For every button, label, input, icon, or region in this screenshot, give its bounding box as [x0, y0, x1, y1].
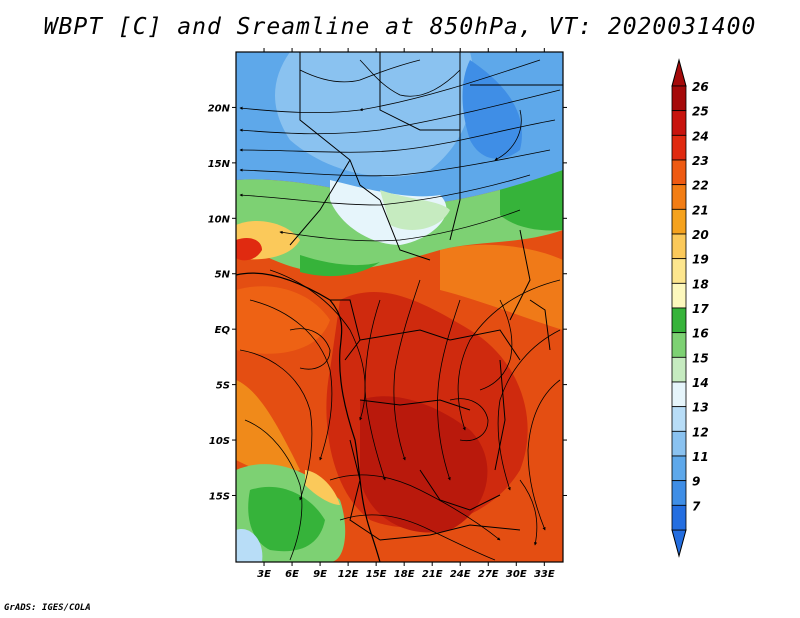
colorbar-swatch	[671, 480, 687, 506]
colorbar-label: 20	[692, 228, 709, 242]
wbpt-sw-13	[236, 529, 263, 562]
colorbar-swatch	[671, 504, 687, 531]
wbpt-patch-21	[236, 380, 300, 475]
colorbar-label: 14	[692, 376, 709, 390]
lat-tick-label: 10S	[209, 436, 230, 447]
wbpt-sahel-15	[380, 190, 450, 230]
lon-tick-label: 6E	[285, 569, 299, 580]
colorbar-label: 15	[692, 351, 709, 365]
colorbar-label: 25	[692, 105, 709, 119]
colorbar-swatch	[671, 307, 687, 334]
lat-tick-label: 10N	[208, 214, 231, 225]
wbpt-patch-22	[440, 244, 563, 330]
colorbar-label: 11	[692, 450, 709, 464]
map-frame	[235, 51, 564, 563]
colorbar-label: 13	[692, 401, 709, 415]
colorbar-swatch	[671, 356, 687, 383]
colorbar-label: 7	[692, 499, 701, 513]
lon-tick-label: 12E	[338, 569, 359, 580]
lat-tick-label: 5S	[216, 381, 230, 392]
lat-tick-label: EQ	[215, 325, 231, 336]
lat-tick-label: 15S	[209, 491, 230, 502]
longitude-axis: 3E 6E 9E 12E 15E 18E 21E 24E 27E 30E 33E	[257, 48, 555, 580]
lon-tick-label: 21E	[422, 569, 443, 580]
colorbar-label: 19	[692, 253, 709, 267]
latitude-axis: 20N 15N 10N 5N EQ 5S 10S 15S	[208, 103, 567, 502]
lon-tick-label: 30E	[506, 569, 527, 580]
colorbar-swatch	[671, 430, 687, 457]
lon-tick-label: 27E	[478, 569, 499, 580]
colorbar-swatch	[671, 110, 687, 136]
colorbar-swatch	[671, 233, 687, 260]
colorbar-label: 24	[692, 129, 709, 143]
lon-tick-label: 33E	[534, 569, 555, 580]
lon-tick-label: 15E	[366, 569, 387, 580]
lon-tick-label: 3E	[257, 569, 271, 580]
colorbar: 26 25 24 23 22 21 20 19 18 17 16 15 14 13 12 11 9 7	[671, 58, 709, 558]
colorbar-swatch	[671, 332, 687, 358]
lon-tick-label: 18E	[394, 569, 415, 580]
colorbar-label: 16	[692, 327, 709, 341]
colorbar-swatch	[671, 184, 687, 210]
country-borders	[289, 52, 563, 541]
lon-tick-label: 24E	[450, 569, 471, 580]
colorbar-top-arrow	[671, 58, 687, 87]
streamlines	[239, 59, 561, 561]
footer-credit: GrADS: IGES/COLA	[4, 603, 91, 613]
wbpt-field	[236, 52, 563, 562]
lon-tick-label: 9E	[313, 569, 327, 580]
colorbar-swatch	[671, 258, 687, 284]
colorbar-bottom-arrow	[671, 529, 687, 558]
colorbar-swatch	[671, 406, 687, 432]
colorbar-swatch	[671, 134, 687, 161]
colorbar-label: 12	[692, 425, 709, 439]
colorbar-label: 22	[692, 179, 709, 193]
colorbar-label: 26	[692, 80, 709, 94]
colorbar-swatch	[671, 159, 687, 186]
colorbar-label: 17	[692, 302, 709, 316]
colorbar-swatch	[671, 85, 687, 112]
wbpt-edge-17	[300, 255, 380, 277]
colorbar-label: 23	[692, 154, 709, 168]
coastline	[236, 272, 381, 562]
lat-tick-label: 15N	[208, 159, 231, 170]
colorbar-label: 9	[692, 475, 700, 489]
colorbar-swatch	[671, 455, 687, 482]
lat-tick-label: 20N	[208, 103, 231, 114]
wbpt-sw-17	[248, 486, 325, 552]
wbpt-sahara-12	[275, 52, 474, 177]
wbpt-patch-24	[236, 238, 262, 261]
colorbar-swatch	[671, 208, 687, 235]
lat-tick-label: 5N	[215, 270, 231, 281]
wbpt-sw-20	[305, 470, 340, 505]
wbpt-core-26	[360, 396, 488, 533]
colorbar-label: 18	[692, 277, 709, 291]
colorbar-swatch	[671, 282, 687, 309]
chart-title: WBPT [C] and Sreamline at 850hPa, VT: 20…	[43, 14, 757, 40]
colorbar-label: 21	[692, 203, 709, 217]
colorbar-swatch	[671, 381, 687, 408]
